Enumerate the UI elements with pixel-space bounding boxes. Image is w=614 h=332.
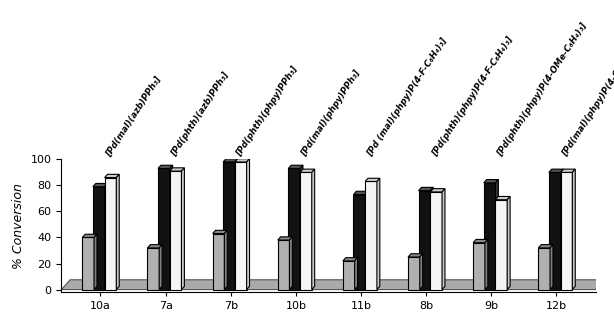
Polygon shape [442,189,445,290]
Polygon shape [365,178,380,182]
Polygon shape [473,239,488,243]
FancyBboxPatch shape [549,172,561,290]
Polygon shape [420,254,422,290]
Polygon shape [430,189,445,192]
FancyBboxPatch shape [104,178,116,290]
FancyBboxPatch shape [158,168,169,290]
Polygon shape [289,237,292,290]
Polygon shape [169,168,184,171]
Polygon shape [278,237,292,240]
Polygon shape [300,165,303,290]
Polygon shape [223,159,238,162]
Polygon shape [549,169,564,172]
FancyBboxPatch shape [235,162,247,290]
FancyBboxPatch shape [93,187,104,290]
Polygon shape [485,239,488,290]
FancyBboxPatch shape [430,192,442,290]
FancyBboxPatch shape [343,261,355,290]
Polygon shape [538,245,553,248]
Polygon shape [94,234,97,290]
Text: [Pd(mal)(phpy)PPh₃]: [Pd(mal)(phpy)PPh₃] [300,68,363,158]
Polygon shape [300,169,315,172]
FancyBboxPatch shape [169,171,182,290]
Polygon shape [377,178,380,290]
Polygon shape [212,230,227,234]
FancyBboxPatch shape [408,257,420,290]
Polygon shape [93,184,107,187]
Polygon shape [247,159,249,290]
Text: [Pd(phth)(phpy)P(4-F-C₆H₄)₃]: [Pd(phth)(phpy)P(4-F-C₆H₄)₃] [430,35,515,158]
FancyBboxPatch shape [212,234,224,290]
FancyBboxPatch shape [278,240,289,290]
Polygon shape [572,169,575,290]
FancyBboxPatch shape [561,172,572,290]
Polygon shape [343,258,357,261]
Text: [Pd(mal)(phpy)P(4-OMe-C₆H₄)₃]: [Pd(mal)(phpy)P(4-OMe-C₆H₄)₃] [561,25,614,158]
Y-axis label: % Conversion: % Conversion [12,183,25,269]
FancyBboxPatch shape [495,200,507,290]
FancyBboxPatch shape [289,168,300,290]
FancyBboxPatch shape [147,248,159,290]
Polygon shape [289,165,303,168]
FancyBboxPatch shape [365,182,377,290]
Polygon shape [159,245,162,290]
Polygon shape [158,165,173,168]
Polygon shape [169,165,173,290]
Text: [Pd(phth)(phpy)PPh₃]: [Pd(phth)(phpy)PPh₃] [235,64,300,158]
Polygon shape [484,180,499,183]
Polygon shape [550,245,553,290]
Polygon shape [561,169,575,172]
Polygon shape [224,230,227,290]
Polygon shape [182,168,184,290]
Polygon shape [147,245,162,248]
Polygon shape [235,159,249,162]
FancyBboxPatch shape [538,248,550,290]
Polygon shape [419,187,433,191]
FancyBboxPatch shape [82,237,94,290]
FancyBboxPatch shape [354,195,365,290]
FancyBboxPatch shape [473,243,485,290]
Polygon shape [235,159,238,290]
Polygon shape [495,197,510,200]
Polygon shape [408,254,422,257]
Polygon shape [365,191,368,290]
Polygon shape [354,191,368,195]
FancyBboxPatch shape [419,191,430,290]
Polygon shape [82,234,97,237]
Polygon shape [312,169,315,290]
Polygon shape [430,187,433,290]
Polygon shape [507,197,510,290]
Polygon shape [104,184,107,290]
Polygon shape [561,169,564,290]
FancyBboxPatch shape [484,183,495,290]
Polygon shape [116,174,119,290]
Text: [Pd(mal)(azb)PPh₃]: [Pd(mal)(azb)PPh₃] [104,74,163,158]
Text: [Pd (mal)(phpy)P(4-F-C₆H₄)₃]: [Pd (mal)(phpy)P(4-F-C₆H₄)₃] [365,36,449,158]
Polygon shape [104,174,119,178]
Polygon shape [495,180,499,290]
Polygon shape [61,280,604,290]
Text: [Pd(phth)(azb)PPh₃]: [Pd(phth)(azb)PPh₃] [169,70,231,158]
Polygon shape [355,258,357,290]
FancyBboxPatch shape [223,162,235,290]
FancyBboxPatch shape [300,172,312,290]
Text: [Pd(phth)(phpy)P(4-OMe-C₆H₄)₃]: [Pd(phth)(phpy)P(4-OMe-C₆H₄)₃] [495,21,589,158]
